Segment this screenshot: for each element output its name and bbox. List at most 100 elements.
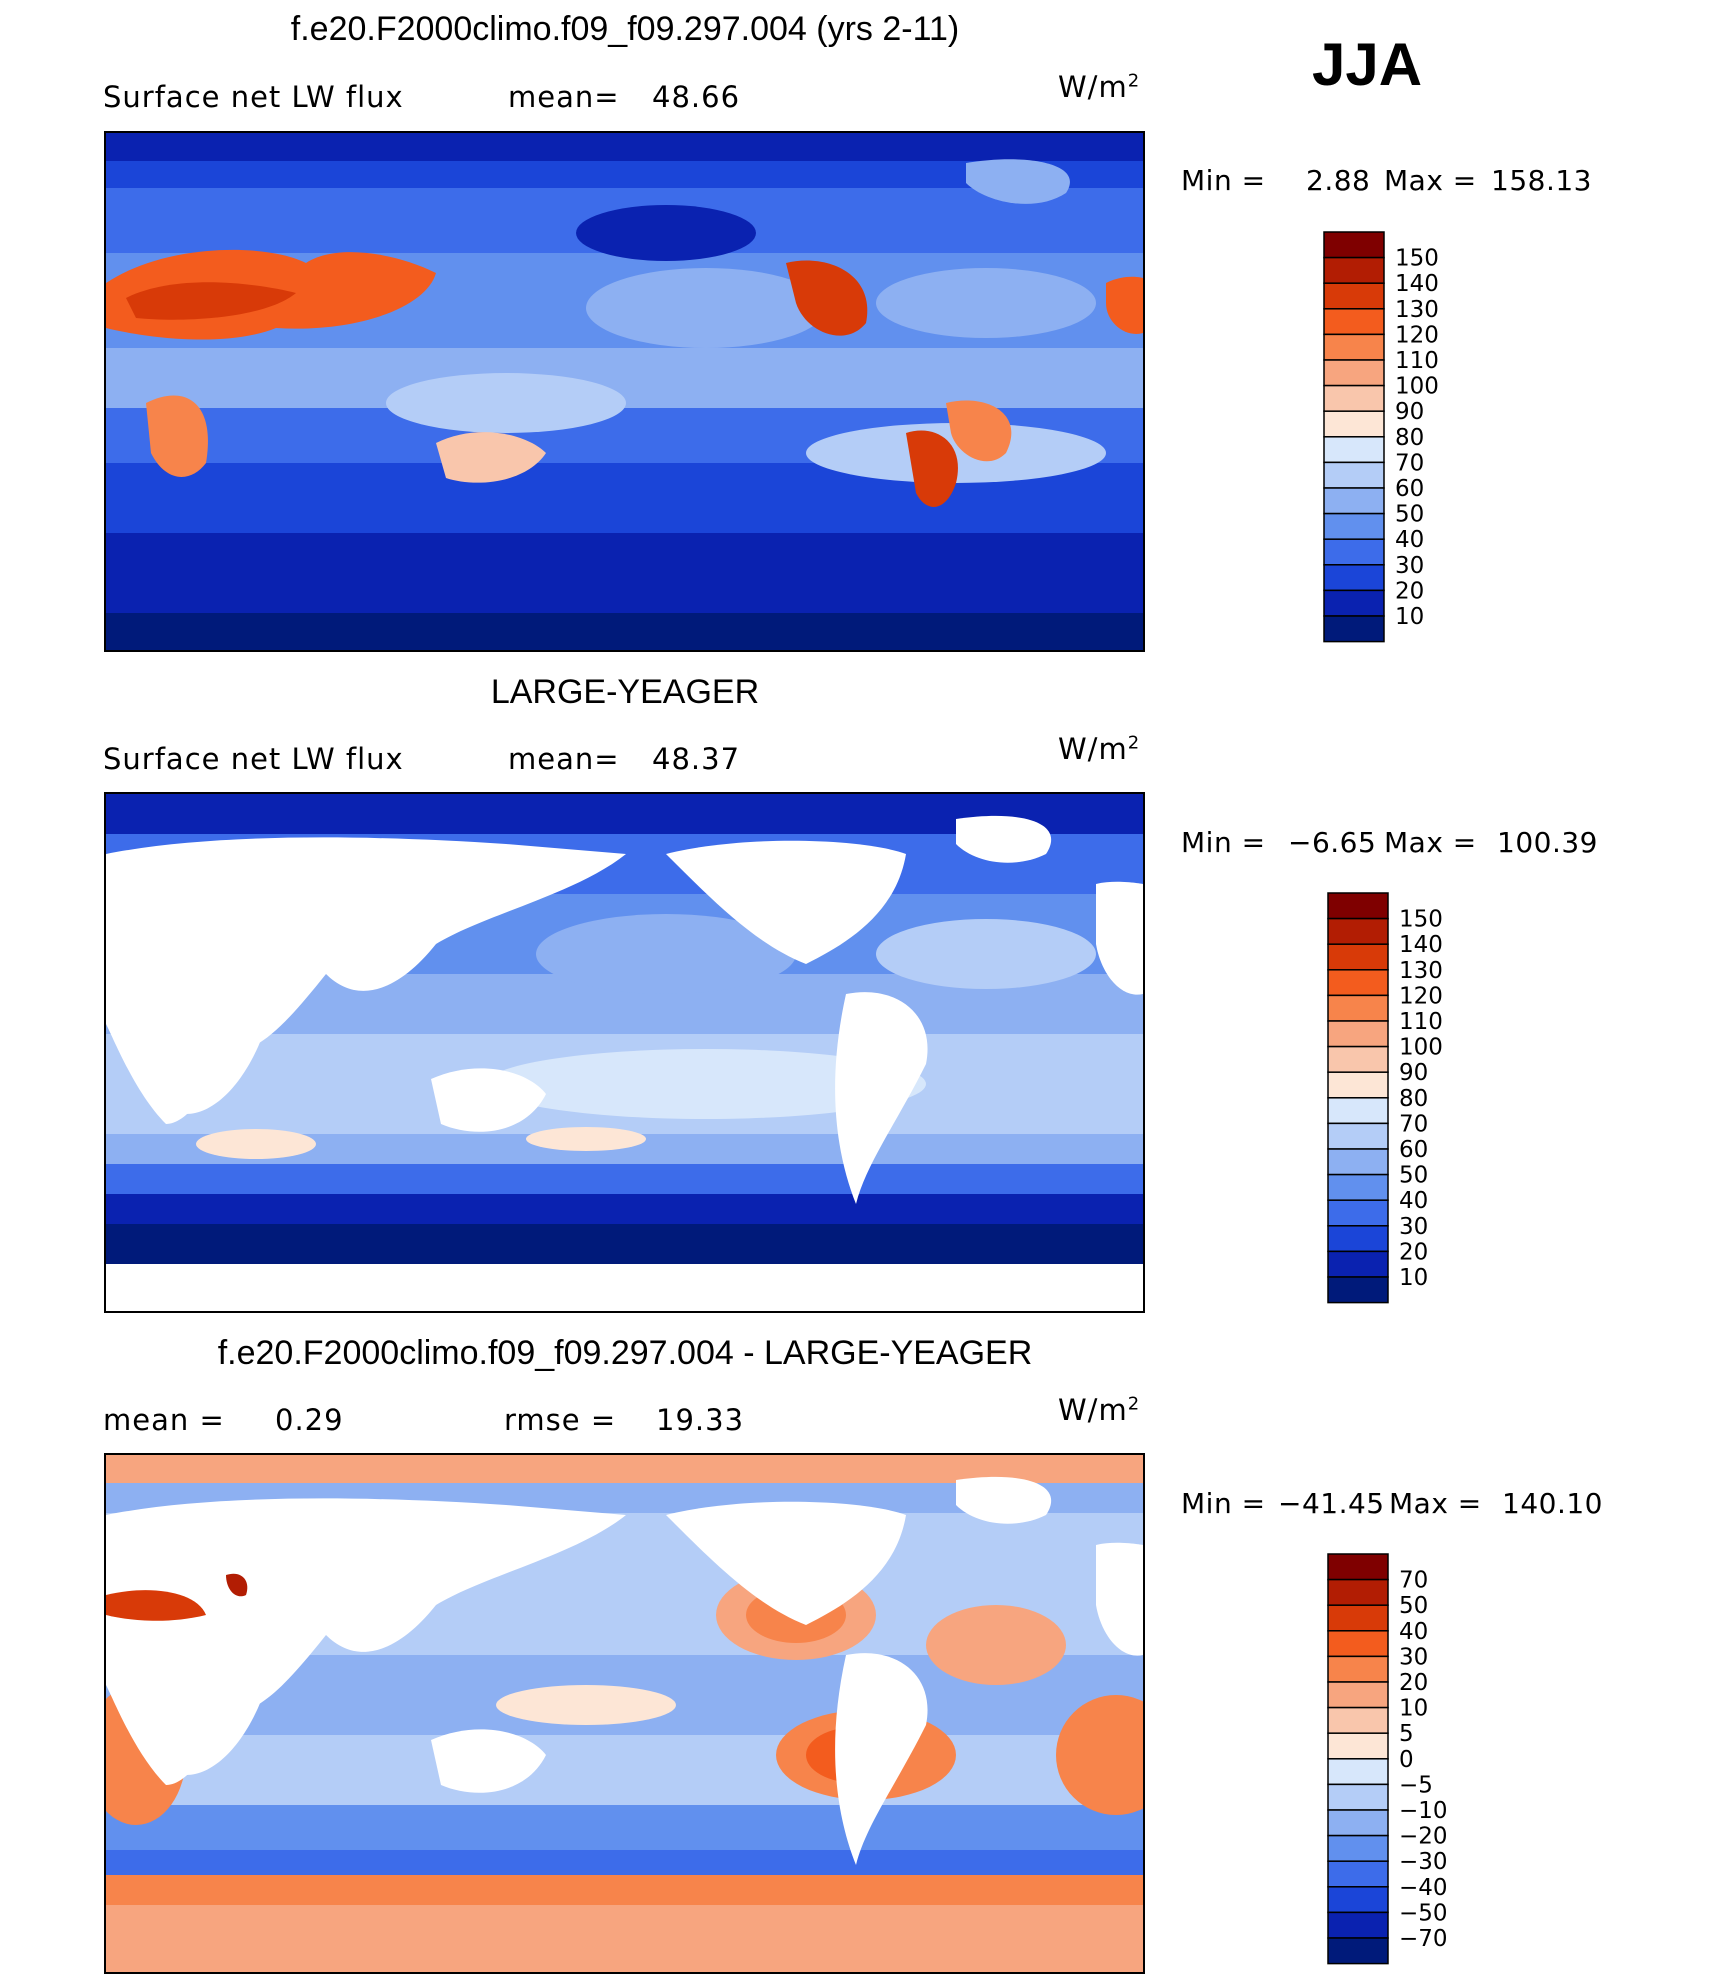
panel2-colorbar-swatch — [1327, 1020, 1389, 1048]
panel3-title: f.e20.F2000climo.f09_f09.297.004 - LARGE… — [217, 1334, 1033, 1372]
panel3-colorbar-swatch — [1327, 1834, 1389, 1862]
panel1-colorbar-tick-label: 40 — [1395, 527, 1424, 553]
panel1-colorbar-swatch — [1323, 231, 1385, 259]
panel3-colorbar-swatch — [1327, 1758, 1389, 1786]
panel3-mean-label: mean = — [103, 1403, 225, 1437]
panel3-colorbar-tick-label: 70 — [1399, 1568, 1428, 1594]
panel1-field-label: Surface net LW flux — [103, 80, 404, 114]
panel2-colorbar: 150 140 130 120 110 100 90 80 70 60 50 40 30 20 10 — [1327, 892, 1487, 1316]
panel1-colorbar-tick-label: 80 — [1395, 425, 1424, 451]
panel2-field-label: Surface net LW flux — [103, 742, 404, 776]
panel1-colorbar-swatch — [1323, 564, 1385, 592]
panel2-colorbar-swatch — [1327, 943, 1389, 971]
panel3-map — [104, 1453, 1145, 1974]
panel3-mean-value: 0.29 — [275, 1403, 344, 1437]
panel1-mean-value: 48.66 — [652, 80, 741, 114]
panel3-colorbar-swatch — [1327, 1655, 1389, 1683]
panel1-colorbar-tick-label: 120 — [1395, 322, 1439, 348]
panel3-colorbar-tick-label: −20 — [1399, 1824, 1448, 1850]
panel1-colorbar-tick-label: 70 — [1395, 450, 1424, 476]
panel2-title: LARGE-YEAGER — [490, 673, 760, 711]
panel2-map — [104, 792, 1145, 1313]
panel2-colorbar-tick-label: 110 — [1399, 1009, 1443, 1035]
panel2-colorbar-swatch — [1327, 1097, 1389, 1125]
panel3-rmse-value: 19.33 — [656, 1403, 745, 1437]
panel1-min-label: Min = — [1181, 164, 1266, 197]
panel1-map — [104, 131, 1145, 652]
panel2-colorbar-tick-label: 130 — [1399, 958, 1443, 984]
panel1-colorbar-tick-label: 110 — [1395, 348, 1439, 374]
panel1-colorbar-swatch — [1323, 384, 1385, 412]
panel2-colorbar-swatch — [1327, 1276, 1389, 1304]
panel2-colorbar-swatch — [1327, 917, 1389, 945]
panel2-min-value: −6.65 — [1288, 826, 1377, 859]
panel1-colorbar-tick-label: 20 — [1395, 578, 1424, 604]
panel3-max-value: 140.10 — [1502, 1487, 1603, 1520]
panel2-mean-label: mean= — [508, 742, 620, 776]
panel3-colorbar-swatch — [1327, 1809, 1389, 1837]
panel3-max-label: Max = — [1389, 1487, 1482, 1520]
panel1-colorbar-swatch — [1323, 487, 1385, 515]
panel3-map-svg — [106, 1455, 1143, 1972]
panel1-colorbar-swatch — [1323, 538, 1385, 566]
panel3-colorbar-swatch — [1327, 1553, 1389, 1581]
panel2-colorbar-swatch — [1327, 1148, 1389, 1176]
panel2-colorbar-swatch — [1327, 969, 1389, 997]
panel1-colorbar-swatch — [1323, 308, 1385, 336]
panel3-colorbar-swatch — [1327, 1783, 1389, 1811]
panel1-colorbar-swatch — [1323, 333, 1385, 361]
panel3-colorbar-tick-label: 20 — [1399, 1670, 1428, 1696]
panel1-colorbar: 150 140 130 120 110 100 90 80 70 60 50 40 30 20 10 — [1323, 231, 1483, 655]
panel2-colorbar-tick-label: 10 — [1399, 1265, 1428, 1291]
panel1-colorbar-tick-label: 30 — [1395, 553, 1424, 579]
panel2-colorbar-tick-label: 20 — [1399, 1239, 1428, 1265]
panel1-colorbar-tick-label: 150 — [1395, 246, 1439, 272]
panel2-colorbar-tick-label: 30 — [1399, 1214, 1428, 1240]
panel2-colorbar-tick-label: 150 — [1399, 907, 1443, 933]
panel2-colorbar-tick-label: 90 — [1399, 1060, 1428, 1086]
panel3-colorbar-tick-label: 30 — [1399, 1644, 1428, 1670]
panel1-colorbar-swatch — [1323, 512, 1385, 540]
panel2-max-label: Max = — [1384, 826, 1477, 859]
panel1-colorbar-tick-label: 50 — [1395, 502, 1424, 528]
panel3-colorbar-tick-label: 40 — [1399, 1619, 1428, 1645]
panel2-colorbar-tick-label: 40 — [1399, 1188, 1428, 1214]
panel2-colorbar-swatch — [1327, 1199, 1389, 1227]
panel3-colorbar-swatch — [1327, 1706, 1389, 1734]
panel3-colorbar: 70 50 40 30 20 10 5 0 −5 −10 −20 −30 −40 −50 −70 — [1327, 1553, 1487, 1977]
panel2-colorbar-swatch — [1327, 1071, 1389, 1099]
panel3-colorbar-swatch — [1327, 1578, 1389, 1606]
panel1-colorbar-tick-label: 140 — [1395, 271, 1439, 297]
panel3-colorbar-tick-label: 5 — [1399, 1721, 1414, 1747]
panel2-colorbar-swatch — [1327, 1122, 1389, 1150]
panel3-colorbar-swatch — [1327, 1732, 1389, 1760]
panel3-colorbar-swatch — [1327, 1911, 1389, 1939]
panel1-colorbar-swatch — [1323, 256, 1385, 284]
panel1-colorbar-swatch — [1323, 359, 1385, 387]
panel1-mean-label: mean= — [508, 80, 620, 114]
panel1-title: f.e20.F2000climo.f09_f09.297.004 (yrs 2-… — [290, 10, 960, 48]
panel1-colorbar-swatch — [1323, 410, 1385, 438]
panel2-colorbar-tick-label: 120 — [1399, 983, 1443, 1009]
panel2-colorbar-tick-label: 140 — [1399, 932, 1443, 958]
panel1-map-svg — [106, 133, 1143, 650]
panel2-colorbar-tick-label: 60 — [1399, 1137, 1428, 1163]
panel1-min-value: 2.88 — [1306, 164, 1371, 197]
panel1-units: W/m2 — [1058, 70, 1141, 104]
panel2-map-svg — [106, 794, 1143, 1311]
panel2-colorbar-swatch — [1327, 1045, 1389, 1073]
panel3-units: W/m2 — [1058, 1393, 1141, 1427]
panel3-colorbar-tick-label: 10 — [1399, 1696, 1428, 1722]
panel1-colorbar-swatch — [1323, 461, 1385, 489]
panel2-colorbar-tick-label: 50 — [1399, 1163, 1428, 1189]
panel1-colorbar-tick-label: 100 — [1395, 374, 1439, 400]
panel3-colorbar-swatch — [1327, 1604, 1389, 1632]
panel2-max-value: 100.39 — [1497, 826, 1598, 859]
panel1-colorbar-swatch — [1323, 282, 1385, 310]
panel3-colorbar-tick-label: −30 — [1399, 1849, 1448, 1875]
panel1-max-label: Max = — [1384, 164, 1477, 197]
panel2-colorbar-swatch — [1327, 892, 1389, 920]
panel1-colorbar-tick-label: 60 — [1395, 476, 1424, 502]
